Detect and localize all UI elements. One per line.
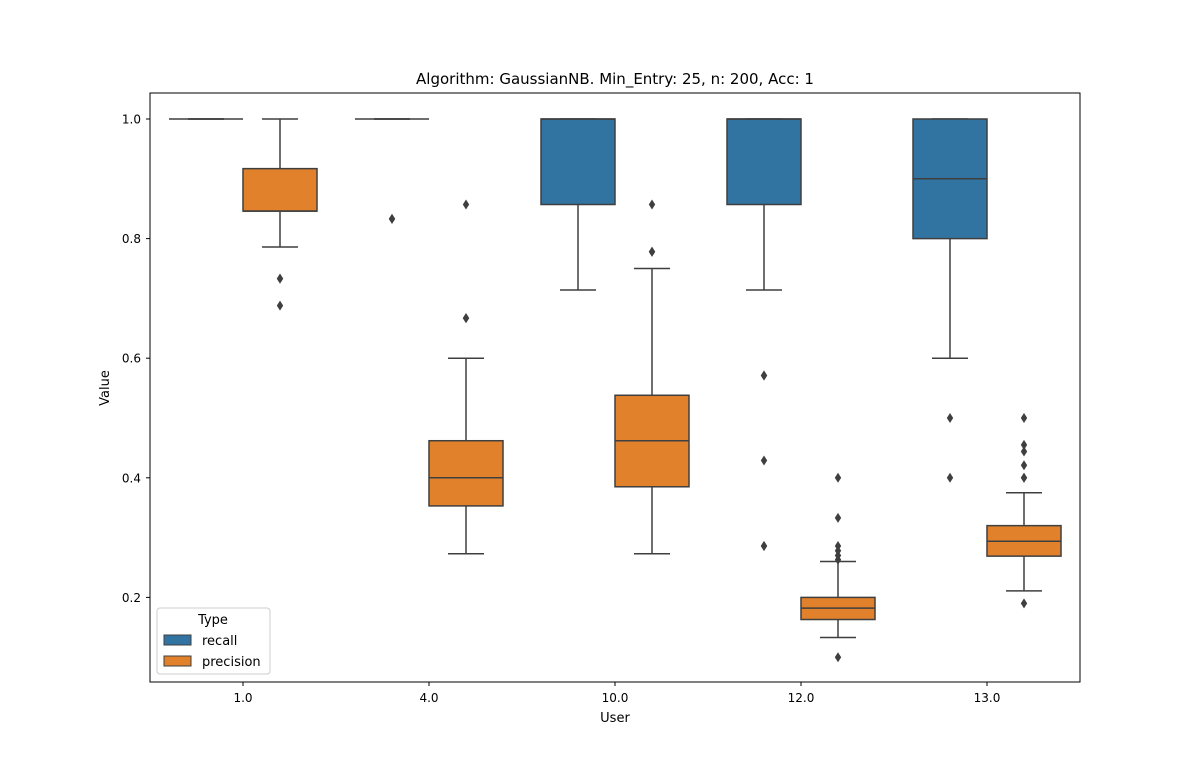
outlier-point <box>1020 439 1028 450</box>
x-axis-label: User <box>600 711 630 726</box>
x-axis: 1.0 4.0 10.0 12.0 13.0 <box>233 682 1000 705</box>
x-tick-label: 13.0 <box>974 691 1001 705</box>
outlier-point <box>1020 460 1028 471</box>
outlier-point <box>1020 598 1028 609</box>
legend-swatch-recall <box>163 634 192 646</box>
outlier-point <box>388 213 396 224</box>
box-body <box>242 167 318 212</box>
outlier-point <box>276 300 284 311</box>
y-tick-label: 0.2 <box>122 591 141 605</box>
outlier-point <box>946 472 954 483</box>
legend-label-precision: precision <box>202 655 261 670</box>
outlier-point <box>760 540 768 551</box>
x-tick-label: 4.0 <box>419 691 438 705</box>
box-body <box>540 118 616 206</box>
legend-swatch-precision <box>163 655 192 667</box>
box-precision-10.0 <box>614 199 690 555</box>
outlier-point <box>834 512 842 523</box>
outlier-point <box>834 554 842 565</box>
outlier-point <box>834 652 842 663</box>
x-tick-label: 12.0 <box>788 691 815 705</box>
outlier-point <box>648 199 656 210</box>
box-precision-4.0 <box>428 199 504 555</box>
outlier-point <box>462 199 470 210</box>
y-tick-label: 0.8 <box>122 232 141 246</box>
y-tick-label: 0.4 <box>122 471 141 485</box>
outlier-point <box>1020 446 1028 457</box>
box-precision-12.0 <box>800 472 876 663</box>
outlier-point <box>760 370 768 381</box>
outlier-point <box>1020 472 1028 483</box>
y-axis-label: Value <box>98 370 113 406</box>
legend-label-recall: recall <box>202 634 237 649</box>
legend-title: Type <box>197 613 228 628</box>
box-recall-4.0 <box>355 118 429 224</box>
box-precision-13.0 <box>986 413 1062 609</box>
x-tick-label: 10.0 <box>602 691 629 705</box>
outlier-point <box>648 246 656 257</box>
box-recall-12.0 <box>726 118 802 551</box>
outlier-point <box>276 273 284 284</box>
outlier-point <box>462 313 470 324</box>
legend: Type recall precision <box>156 607 271 675</box>
box-precision-1.0 <box>242 118 318 311</box>
chart-title: Algorithm: GaussianNB. Min_Entry: 25, n:… <box>416 70 814 89</box>
y-tick-label: 1.0 <box>122 113 141 127</box>
outlier-point <box>834 472 842 483</box>
outlier-point <box>1020 413 1028 423</box>
box-recall-13.0 <box>912 118 988 483</box>
box-body <box>726 118 802 206</box>
outlier-point <box>760 455 768 466</box>
y-axis: 0.2 0.4 0.6 0.8 1.0 <box>122 113 150 605</box>
box-body <box>428 439 504 507</box>
x-tick-label: 1.0 <box>233 691 252 705</box>
outlier-point <box>946 413 954 423</box>
plot-area <box>169 118 1062 663</box>
y-tick-label: 0.6 <box>122 352 141 366</box>
box-recall-10.0 <box>540 118 616 291</box>
